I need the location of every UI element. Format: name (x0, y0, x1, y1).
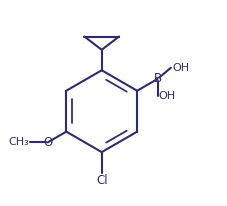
Text: O: O (43, 136, 52, 149)
Text: CH₃: CH₃ (9, 137, 29, 147)
Text: B: B (153, 73, 161, 85)
Text: OH: OH (171, 63, 188, 73)
Text: OH: OH (158, 91, 175, 101)
Text: Cl: Cl (96, 174, 107, 187)
